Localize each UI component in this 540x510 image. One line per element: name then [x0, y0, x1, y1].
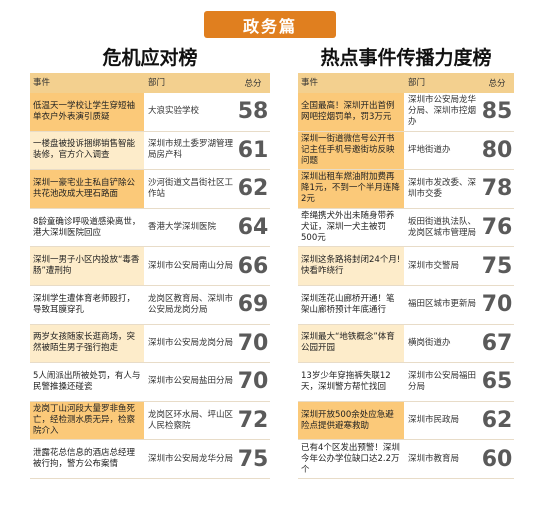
score-cell: 70 [237, 369, 269, 395]
score-cell: 75 [481, 253, 513, 279]
score-cell: 80 [481, 137, 513, 163]
header-dept: 部门 [148, 77, 166, 88]
hot-table-header: 事件 部门 总分 [298, 73, 514, 93]
dept-cell: 深圳市公安局龙华分局、深圳市控烟办 [408, 95, 477, 128]
score-cell: 64 [237, 215, 269, 241]
score-cell: 85 [481, 99, 513, 125]
crisis-panel-title: 危机应对榜 [102, 47, 198, 69]
table-row: 深圳一男子小区内投放“毒香肠”遭刑拘 深圳市公安局南山分局 66 [30, 247, 270, 286]
table-row: 深圳一街道微信号公开书记主任手机号邀街坊反映问题 坪地街道办 80 [298, 131, 514, 171]
score-cell: 75 [237, 446, 269, 472]
score-cell: 69 [237, 292, 269, 318]
dept-cell: 龙岗区环水局、坪山区人民检察院 [148, 409, 234, 431]
dept-cell: 横岗街道办 [408, 337, 451, 348]
dept-cell: 深圳市民政局 [408, 415, 460, 426]
event-cell: 已有4个区发出预警！深圳今年公办学位缺口达2.2万个 [301, 442, 400, 475]
event-cell: 8龄童确诊呼吸道感染离世，港大深圳医院回应 [33, 216, 141, 238]
table-row: 深圳最大“地铁概念”体育公园开园 横岗街道办 67 [298, 324, 514, 364]
event-cell: 深圳学生遭体育老师殴打，导致耳膜穿孔 [33, 293, 136, 315]
dept-cell: 深圳市交警局 [408, 260, 460, 271]
hot-panel-title: 热点事件传播力度榜 [320, 47, 492, 69]
header-score: 总分 [488, 79, 506, 89]
event-cell: 深圳一男子小区内投放“毒香肠”遭刑拘 [30, 247, 144, 285]
crisis-response-panel: 危机应对榜 事件 部门 总分 低温天一学校让学生穿短袖单衣户外表演引质疑 大浪实验… [30, 43, 270, 479]
dept-cell: 深圳市规土委罗湖管理局房产科 [148, 139, 234, 161]
score-cell: 58 [237, 99, 269, 125]
table-row: 8龄童确诊呼吸道感染离世，港大深圳医院回应 香港大学深圳医院 64 [30, 209, 270, 248]
hot-table-body: 全国最高！深圳开出首例网吧控烟罚单，罚3万元 深圳市公安局龙华分局、深圳市控烟办 8… [298, 93, 514, 479]
table-row: 两岁女孩随家长逛商场，突然被陌生男子强行抱走 深圳市公安局龙岗分局 70 [30, 324, 270, 364]
table-row: 深圳出租车燃油附加费再降1元，不到一个半月连降2元 深圳市发改委、深圳市交委 78 [298, 170, 514, 209]
score-cell: 62 [481, 408, 513, 434]
crisis-table-header: 事件 部门 总分 [30, 73, 270, 93]
score-cell: 66 [237, 253, 269, 279]
crisis-table-body: 低温天一学校让学生穿短袖单衣户外表演引质疑 大浪实验学校 58 一楼盘被投诉捆绑销售智… [30, 93, 270, 479]
section-banner: 政务篇 [204, 11, 336, 38]
dept-cell: 深圳市公安局龙华分局 [148, 453, 234, 464]
event-cell: 深圳最大“地铁概念”体育公园开园 [298, 324, 404, 363]
dept-cell: 深圳市公安局盐田分局 [148, 376, 234, 387]
table-row: 深圳学生遭体育老师殴打，导致耳膜穿孔 龙岗区教育局、深圳市公安局龙岗分局 69 [30, 286, 270, 325]
score-cell: 65 [481, 369, 513, 395]
header-event: 事件 [30, 73, 144, 93]
event-cell: 一楼盘被投诉捆绑销售智能装修，官方介入调查 [30, 131, 144, 170]
score-cell: 72 [237, 408, 269, 434]
event-cell: 深圳出租车燃油附加费再降1元，不到一个半月连降2元 [298, 170, 404, 208]
table-row: 深圳这条路将封闭24个月!快看咋绕行 深圳市交警局 75 [298, 247, 514, 286]
score-cell: 67 [481, 330, 513, 356]
score-cell: 78 [481, 176, 513, 202]
table-row: 5人闹派出所被处罚，有人与民警推搡还碰瓷 深圳市公安局盐田分局 70 [30, 363, 270, 402]
event-cell: 两岁女孩随家长逛商场，突然被陌生男子强行抱走 [30, 324, 144, 363]
event-cell: 深圳一豪宅业主私自铲除公共花池改成大理石路面 [30, 170, 144, 208]
event-cell: 深圳这条路将封闭24个月!快看咋绕行 [298, 247, 404, 285]
event-cell: 泄露花总信息的酒店总经理被行拘，警方公布案情 [33, 448, 136, 470]
table-row: 泄露花总信息的酒店总经理被行拘，警方公布案情 深圳市公安局龙华分局 75 [30, 440, 270, 479]
table-row: 深圳开放500余处应急避险点提供避寒救助 深圳市民政局 62 [298, 401, 514, 441]
table-row: 全国最高！深圳开出首例网吧控烟罚单，罚3万元 深圳市公安局龙华分局、深圳市控烟办 8… [298, 93, 514, 132]
dept-cell: 深圳市公安局福田分局 [408, 370, 477, 392]
table-row: 深圳莲花山廊桥开通！笔架山廊桥预计年底通行 福田区城市更新局 70 [298, 286, 514, 325]
table-row: 低温天一学校让学生穿短袖单衣户外表演引质疑 大浪实验学校 58 [30, 93, 270, 132]
table-row: 牵绳携犬外出未随身带养犬证，深圳一犬主被罚500元 坂田街道执法队、龙岗区城市管理… [298, 209, 514, 248]
event-cell: 深圳莲花山廊桥开通！笔架山廊桥预计年底通行 [301, 293, 395, 315]
dept-cell: 沙河街道文昌街社区工作站 [148, 177, 234, 199]
dept-cell: 大浪实验学校 [148, 106, 200, 117]
dept-cell: 深圳市教育局 [408, 453, 460, 464]
event-cell: 低温天一学校让学生穿短袖单衣户外表演引质疑 [30, 93, 144, 131]
table-row: 龙岗丁山河段大量罗非鱼死亡，经检测水质无异，检察院介入 龙岗区环水局、坪山区人民检… [30, 401, 270, 441]
hot-events-panel: 热点事件传播力度榜 事件 部门 总分 全国最高！深圳开出首例网吧控烟罚单，罚3万… [298, 43, 514, 479]
table-row: 已有4个区发出预警！深圳今年公办学位缺口达2.2万个 深圳市教育局 60 [298, 440, 514, 479]
score-cell: 60 [481, 446, 513, 472]
dept-cell: 坂田街道执法队、龙岗区城市管理局 [408, 216, 477, 238]
score-cell: 61 [237, 137, 269, 163]
header-event: 事件 [301, 77, 319, 88]
table-row: 13岁少年穿拖裤失联12天，深圳警方帮忙找回 深圳市公安局福田分局 65 [298, 363, 514, 402]
dept-cell: 坪地街道办 [408, 144, 451, 155]
event-cell: 深圳一街道微信号公开书记主任手机号邀街坊反映问题 [298, 131, 404, 170]
event-cell: 龙岗丁山河段大量罗非鱼死亡，经检测水质无异，检察院介入 [30, 401, 144, 440]
score-cell: 70 [481, 292, 513, 318]
header-score: 总分 [244, 79, 262, 89]
dept-cell: 福田区城市更新局 [408, 299, 477, 310]
header-dept: 部门 [408, 77, 426, 88]
dept-cell: 深圳市公安局南山分局 [148, 260, 234, 271]
table-row: 一楼盘被投诉捆绑销售智能装修，官方介入调查 深圳市规土委罗湖管理局房产科 61 [30, 131, 270, 171]
dept-cell: 深圳市发改委、深圳市交委 [408, 177, 477, 199]
dept-cell: 龙岗区教育局、深圳市公安局龙岗分局 [148, 293, 234, 315]
dept-cell: 香港大学深圳医院 [148, 222, 217, 233]
event-cell: 5人闹派出所被处罚，有人与民警推搡还碰瓷 [33, 370, 141, 392]
dept-cell: 深圳市公安局龙岗分局 [148, 337, 234, 348]
event-cell: 13岁少年穿拖裤失联12天，深圳警方帮忙找回 [301, 370, 391, 392]
event-cell: 全国最高！深圳开出首例网吧控烟罚单，罚3万元 [298, 93, 404, 131]
score-cell: 70 [237, 330, 269, 356]
event-cell: 牵绳携犬外出未随身带养犬证，深圳一犬主被罚500元 [301, 211, 395, 244]
table-row: 深圳一豪宅业主私自铲除公共花池改成大理石路面 沙河街道文昌街社区工作站 62 [30, 170, 270, 209]
event-cell: 深圳开放500余处应急避险点提供避寒救助 [298, 401, 404, 440]
score-cell: 76 [481, 215, 513, 241]
score-cell: 62 [237, 176, 269, 202]
